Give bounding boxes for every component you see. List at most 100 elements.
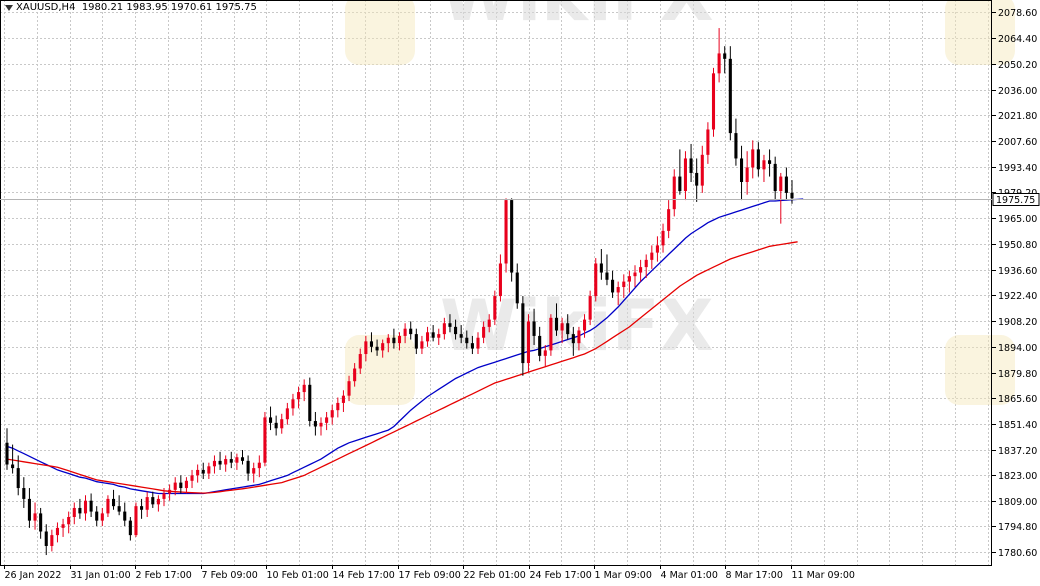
time-tick-label: 8 Mar 17:00 bbox=[726, 570, 783, 581]
candle-body bbox=[39, 513, 43, 532]
candle-body bbox=[633, 272, 637, 277]
price-tick-label: 1879.80 bbox=[998, 369, 1037, 380]
candle-body bbox=[493, 296, 497, 320]
candle-body bbox=[639, 267, 643, 273]
candle-body bbox=[156, 498, 160, 505]
current-price-box bbox=[992, 193, 1040, 206]
watermark-text: WikiFX bbox=[440, 0, 714, 37]
time-tick-label: 10 Feb 01:00 bbox=[267, 570, 329, 581]
candle-body bbox=[644, 259, 648, 268]
candle-body bbox=[571, 334, 575, 344]
candle-body bbox=[734, 133, 738, 159]
time-tick-label: 1 Mar 09:00 bbox=[595, 570, 652, 581]
time-tick-label: 4 Mar 01:00 bbox=[661, 570, 718, 581]
price-tick-label: 1936.60 bbox=[998, 266, 1037, 277]
candle-body bbox=[515, 272, 519, 304]
candle-body bbox=[196, 469, 200, 476]
candle-body bbox=[302, 384, 306, 393]
price-tick-label: 1837.20 bbox=[998, 446, 1037, 457]
candle-body bbox=[72, 507, 76, 518]
candle-body bbox=[61, 524, 65, 528]
candle-body bbox=[229, 459, 233, 463]
close-price: 1975.75 bbox=[215, 2, 257, 13]
candle-body bbox=[313, 421, 317, 427]
candle-body bbox=[510, 200, 514, 273]
price-tick-label: 2050.20 bbox=[998, 60, 1037, 71]
candle-body bbox=[723, 53, 727, 59]
candle-body bbox=[280, 419, 284, 429]
candle-body bbox=[599, 263, 603, 273]
candle-body bbox=[27, 498, 31, 521]
candle-body bbox=[100, 513, 104, 521]
grid bbox=[0, 0, 992, 565]
price-tick-label: 1922.40 bbox=[998, 291, 1037, 302]
symbol-dropdown-icon[interactable] bbox=[5, 5, 13, 11]
candle-body bbox=[420, 341, 424, 349]
price-tick-label: 1780.60 bbox=[998, 548, 1037, 559]
watermark: WikiFX WikiFX bbox=[345, 0, 1015, 405]
symbol-info: XAUUSD,H4 1980.21 1983.95 1970.61 1975.7… bbox=[16, 2, 257, 13]
candle-body bbox=[134, 506, 138, 536]
candle-body bbox=[728, 58, 732, 134]
candle-body bbox=[554, 317, 559, 331]
time-tick-label: 22 Feb 01:00 bbox=[464, 570, 526, 581]
candle-body bbox=[291, 399, 295, 409]
price-tick-label: 2021.80 bbox=[998, 111, 1037, 122]
candle-body bbox=[285, 408, 289, 420]
candle-body bbox=[252, 468, 256, 474]
candle-body bbox=[521, 303, 525, 364]
time-tick-label: 24 Feb 17:00 bbox=[530, 570, 592, 581]
time-tick-label: 26 Jan 2022 bbox=[5, 570, 62, 581]
candle-body bbox=[683, 158, 688, 192]
candle-body bbox=[543, 350, 547, 356]
price-tick-label: 2036.00 bbox=[998, 86, 1037, 97]
candle-body bbox=[218, 460, 222, 465]
candle-body bbox=[566, 323, 570, 335]
watermark-logo bbox=[345, 0, 415, 65]
candle-body bbox=[756, 149, 760, 170]
watermark-logo bbox=[945, 0, 1015, 65]
candle-body bbox=[437, 334, 441, 338]
candle-body bbox=[672, 176, 676, 210]
candle-body bbox=[78, 507, 82, 514]
price-tick-label: 1908.20 bbox=[998, 317, 1037, 328]
candle-body bbox=[739, 158, 744, 182]
candle-body bbox=[605, 272, 609, 280]
candle-body bbox=[465, 337, 469, 344]
candle-body bbox=[560, 323, 564, 331]
candle-body bbox=[397, 335, 402, 344]
candle-body bbox=[353, 368, 357, 382]
candle-body bbox=[364, 341, 368, 355]
candle-body bbox=[145, 497, 149, 510]
candle-body bbox=[268, 417, 273, 423]
candle-body bbox=[588, 296, 592, 320]
candle-body bbox=[482, 326, 486, 338]
candle-body bbox=[549, 317, 553, 351]
candle-body bbox=[706, 129, 710, 155]
time-tick-label: 2 Feb 17:00 bbox=[136, 570, 192, 581]
price-tick-label: 1965.00 bbox=[998, 214, 1037, 225]
candle-body bbox=[336, 402, 340, 411]
current-price-label: 1975.75 bbox=[996, 195, 1035, 206]
candle-body bbox=[762, 160, 766, 170]
candle-body bbox=[627, 276, 631, 282]
candle-body bbox=[123, 511, 127, 521]
symbol-name: XAUUSD,H4 bbox=[16, 2, 76, 13]
candle-body bbox=[768, 160, 772, 164]
candle-body bbox=[207, 466, 211, 474]
price-tick-label: 1950.80 bbox=[998, 240, 1037, 251]
candle-body bbox=[678, 176, 682, 192]
candle-body bbox=[667, 209, 671, 231]
candle-body bbox=[381, 343, 385, 351]
ma-line bbox=[6, 241, 798, 494]
candle-body bbox=[711, 73, 716, 130]
candle-body bbox=[347, 381, 351, 396]
price-tick-label: 1894.00 bbox=[998, 343, 1037, 354]
candle-body bbox=[173, 482, 177, 490]
candle-body bbox=[773, 163, 777, 192]
candle-body bbox=[538, 335, 542, 356]
candle-body bbox=[622, 281, 626, 288]
candle-body bbox=[470, 343, 474, 349]
